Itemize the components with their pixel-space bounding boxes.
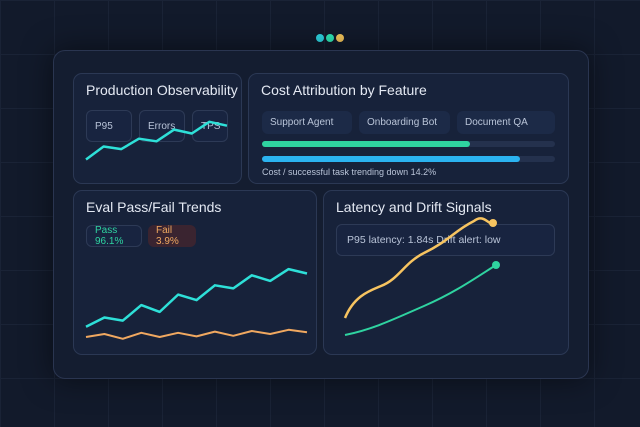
latency-panel: Latency and Drift Signals P95 latency: 1… xyxy=(323,190,569,355)
drift-curve xyxy=(344,264,497,336)
panel-title: Eval Pass/Fail Trends xyxy=(86,199,222,215)
chip-document-qa[interactable]: Document QA xyxy=(457,111,555,134)
chip-p95[interactable]: P95 xyxy=(86,110,132,142)
cost-bar-fill-2 xyxy=(262,156,520,162)
observability-panel: Production Observability P95 Errors TPS xyxy=(73,73,242,184)
chip-tps[interactable]: TPS xyxy=(192,110,228,142)
pass-trend-line xyxy=(85,267,308,328)
pass-badge: Pass 96.1% xyxy=(86,225,142,247)
cost-bar-track-2 xyxy=(262,156,555,162)
window-dot-yellow xyxy=(336,34,344,42)
observability-trend-line xyxy=(85,120,228,161)
fail-trend-line xyxy=(85,328,308,340)
drift-end-point xyxy=(492,261,500,269)
chip-onboarding-bot[interactable]: Onboarding Bot xyxy=(359,111,450,134)
window-dot-cyan xyxy=(316,34,324,42)
cost-panel: Cost Attribution by Feature Support Agen… xyxy=(248,73,569,184)
eval-panel: Eval Pass/Fail Trends Pass 96.1% Fail 3.… xyxy=(73,190,317,355)
panel-title: Latency and Drift Signals xyxy=(336,199,492,215)
cost-bar-fill-1 xyxy=(262,141,471,147)
window-dot-green xyxy=(326,34,334,42)
panel-title: Cost Attribution by Feature xyxy=(261,82,427,98)
fail-badge: Fail 3.9% xyxy=(148,225,196,247)
cost-caption: Cost / successful task trending down 14.… xyxy=(262,167,437,177)
panel-title: Production Observability xyxy=(86,82,238,98)
latency-end-point xyxy=(489,219,497,227)
cost-bar-track-1 xyxy=(262,141,555,147)
latency-curve xyxy=(343,217,494,319)
chip-support-agent[interactable]: Support Agent xyxy=(262,111,352,134)
